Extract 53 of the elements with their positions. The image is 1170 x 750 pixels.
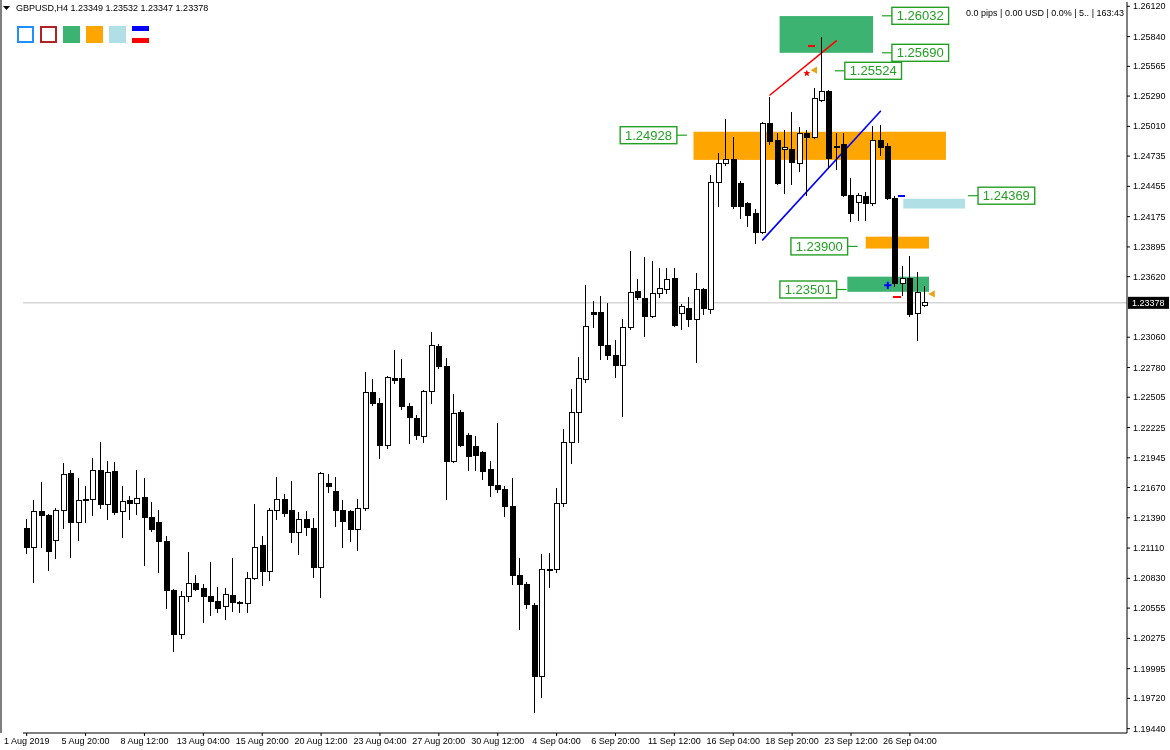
y-tick-label: 1.23895 [1133, 241, 1166, 252]
x-tick-label: 5 Aug 20:00 [61, 736, 110, 746]
y-tick-label: 1.22780 [1133, 362, 1166, 373]
y-tick-label: 1.25565 [1133, 61, 1166, 72]
x-tick-label: 13 Aug 04:00 [176, 736, 230, 746]
x-tick-label: 6 Sep 20:00 [591, 736, 640, 746]
ref-line-label: 1.23378 [1132, 298, 1165, 309]
y-tick-label: 1.23060 [1133, 332, 1166, 343]
annotation: 1.25524 [849, 63, 897, 79]
y-tick-label: 1.21670 [1133, 482, 1166, 493]
x-tick-label: 4 Sep 04:00 [532, 736, 581, 746]
x-tick-label: 16 Sep 04:00 [706, 736, 761, 746]
y-tick-label: 1.24735 [1133, 151, 1166, 162]
x-tick-label: 26 Sep 04:00 [883, 736, 937, 746]
y-tick-label: 1.19440 [1133, 723, 1166, 734]
y-tick-label: 1.19720 [1133, 693, 1166, 704]
annotation: 0.0 pips | 0.00 USD | 0.0% | 5.. | 163:43 [966, 8, 1124, 18]
point [803, 69, 811, 77]
y-tick-label: 1.24455 [1133, 181, 1166, 192]
y-tick-label: 1.20555 [1133, 603, 1166, 614]
x-tick-label: 18 Sep 20:00 [765, 736, 819, 746]
y-tick-label: 1.25840 [1133, 31, 1166, 42]
x-tick-label: 27 Aug 20:00 [412, 736, 466, 746]
y-tick-label: 1.22505 [1133, 392, 1166, 403]
y-tick-label: 1.21945 [1133, 452, 1166, 463]
annotation: 1.24369 [982, 188, 1030, 204]
point [928, 290, 935, 298]
chart-title: GBPUSD,H4 1.23349 1.23532 1.23347 1.23378 [16, 3, 209, 13]
y-tick-label: 1.26120 [1133, 1, 1166, 12]
x-tick-label: 1 Aug 2019 [3, 736, 50, 746]
annotation: 1.24928 [625, 127, 673, 143]
y-tick-label: 1.25290 [1133, 91, 1166, 102]
annotation: 1.23501 [784, 282, 832, 298]
annotation: 1.25690 [896, 45, 944, 61]
x-tick-label: 11 Sep 12:00 [647, 736, 701, 746]
y-tick-label: 1.21110 [1133, 543, 1165, 554]
y-tick-label: 1.21390 [1133, 512, 1166, 523]
y-tick-label: 1.24175 [1133, 211, 1166, 222]
point [810, 66, 818, 74]
x-tick-label: 23 Aug 04:00 [353, 736, 407, 746]
y-tick-label: 1.20275 [1133, 633, 1166, 644]
x-tick-label: 15 Aug 20:00 [235, 736, 289, 746]
y-tick-label: 1.19995 [1133, 663, 1166, 674]
x-tick-label: 30 Aug 12:00 [471, 736, 525, 746]
x-tick-label: 20 Aug 12:00 [294, 736, 348, 746]
y-tick-label: 1.22225 [1133, 422, 1166, 433]
y-tick-label: 1.25010 [1133, 121, 1166, 132]
y-tick-label: 1.20830 [1133, 573, 1166, 584]
x-tick-label: 8 Aug 12:00 [120, 736, 169, 746]
x-tick-label: 23 Sep 12:00 [824, 736, 878, 746]
y-tick-label: 1.23620 [1133, 271, 1166, 282]
annotation: 1.23900 [795, 239, 843, 254]
annotation: 1.26032 [896, 8, 944, 24]
